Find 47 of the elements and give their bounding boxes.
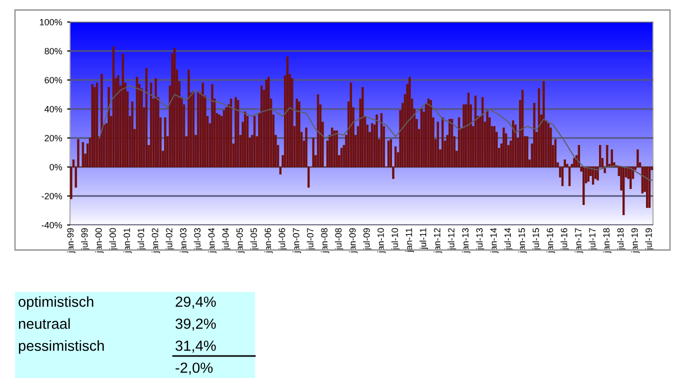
x-tick-label: jan-06 — [264, 228, 273, 254]
y-tick-label: -20% — [42, 192, 62, 200]
x-tick-label: jan-18 — [602, 228, 612, 254]
text: 31,4% — [176, 340, 216, 353]
x-tick-label: jan-99 — [66, 228, 76, 254]
x-tick-label: jul-03 — [194, 228, 202, 250]
x-tick-label: jul-18 — [617, 228, 626, 250]
x-tick-label: jul-02 — [166, 228, 174, 250]
x-tick-label: jul-09 — [363, 228, 372, 250]
x-tick-label: jul-00 — [109, 228, 118, 250]
x-tick-label: jul-01 — [137, 228, 146, 250]
x-tick-label: jan-09 — [349, 228, 358, 254]
x-tick-label: jan-05 — [236, 228, 245, 254]
x-tick-label: jul-19 — [645, 228, 654, 250]
x-tick-label: jul-13 — [476, 228, 484, 250]
text: 39,2% — [176, 318, 216, 331]
x-tick-label: jan-08 — [320, 228, 330, 254]
x-tick-label: jul-14 — [504, 228, 513, 250]
y-tick-label: 20% — [44, 134, 62, 142]
y-tick-label: 100% — [40, 18, 62, 26]
y-tick-label: 80% — [44, 48, 62, 54]
text: neutraal — [18, 318, 70, 329]
x-tick-label: jul-04 — [222, 228, 231, 250]
x-tick-label: jul-16 — [560, 228, 570, 250]
x-tick-label: jul-10 — [391, 228, 400, 250]
text: -2,0% — [176, 362, 213, 375]
x-tick-label: jan-01 — [123, 228, 132, 254]
x-tick-label: jul-05 — [250, 228, 259, 250]
x-tick-label: jul-06 — [278, 228, 287, 250]
x-tick-label: jul-12 — [448, 228, 456, 250]
x-tick-label: jan-00 — [95, 228, 104, 254]
text: 29,4% — [176, 296, 216, 309]
x-tick-label: jul-11 — [420, 228, 428, 250]
line-series — [98, 85, 652, 181]
x-tick-label: jul-99 — [81, 228, 90, 250]
y-tick-label: 40% — [44, 106, 62, 112]
x-tick-label: jan-11 — [405, 228, 414, 252]
y-tick-label: -40% — [42, 222, 62, 228]
x-tick-label: jan-13 — [462, 228, 470, 254]
text: pessimistisch — [18, 340, 104, 354]
x-tick-label: jul-15 — [532, 228, 541, 250]
y-tick-label: 0% — [50, 164, 62, 170]
x-tick-label: jul-07 — [306, 228, 316, 250]
x-tick-label: jul-17 — [588, 228, 598, 250]
y-tick-label: 60% — [44, 76, 62, 84]
text: optimistisch — [18, 296, 94, 310]
x-tick-label: jul-08 — [334, 228, 344, 250]
